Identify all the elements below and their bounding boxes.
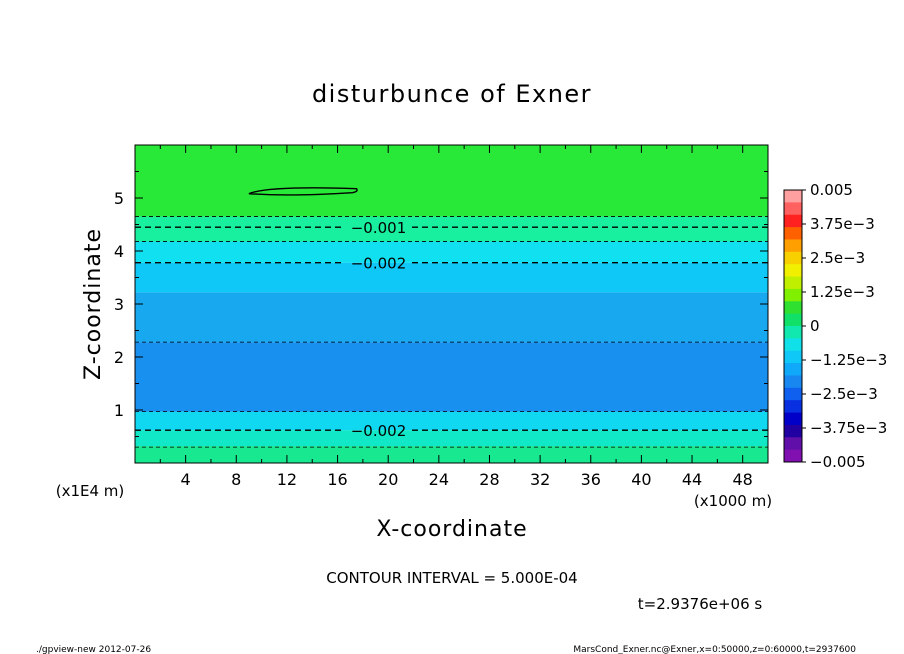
x-axis-title: X-coordinate (376, 517, 527, 542)
colorbar-segment (784, 313, 802, 327)
y-tick-label: 5 (114, 189, 124, 208)
contour-band (135, 446, 768, 463)
x-tick-label: 48 (733, 470, 753, 489)
colorbar-label: −2.5e−3 (810, 385, 878, 403)
footer-left-label: ./gpview-new 2012-07-26 (36, 645, 151, 654)
colorbar-label: 2.5e−3 (810, 249, 865, 267)
x-axis: 4 8 12 16 20 24 28 32 36 40 44 48 (159, 145, 753, 489)
contour-band (135, 216, 768, 242)
x-tick-label: 28 (479, 470, 499, 489)
colorbar-label: −3.75e−3 (810, 419, 887, 437)
colorbar-segment (784, 202, 802, 216)
x-tick-label: 8 (231, 470, 241, 489)
colorbar-segment (784, 251, 802, 265)
contour-band (135, 342, 768, 412)
colorbar-segment (784, 276, 802, 290)
colorbar-segment (784, 190, 802, 203)
closed-contour (248, 187, 358, 196)
time-label: t=2.9376e+06 s (638, 595, 763, 613)
y-tick-label: 2 (114, 348, 124, 367)
x-tick-label: 4 (181, 470, 191, 489)
colorbar-segment (784, 264, 802, 277)
contour-interval-label: CONTOUR INTERVAL = 5.000E-04 (326, 569, 577, 587)
colorbar-segment (784, 412, 802, 426)
colorbar-label: −1.25e−3 (810, 351, 887, 369)
colorbar-segment (784, 338, 802, 352)
colorbar: 0.005 3.75e−3 2.5e−3 1.25e−3 0 −1.25e−3 −2.5e−… (783, 181, 887, 471)
colorbar-segment (784, 424, 802, 438)
contour-band (135, 145, 768, 217)
x-tick-label: 24 (429, 470, 449, 489)
contour-band (135, 262, 768, 293)
x-tick-label: 40 (631, 470, 651, 489)
colorbar-label: 3.75e−3 (810, 215, 875, 233)
colorbar-segment (784, 326, 802, 339)
colorbar-segment (784, 301, 802, 315)
x-tick-label: 12 (277, 470, 297, 489)
contour-label: −0.002 (351, 422, 407, 440)
colorbar-segment (784, 288, 802, 302)
colorbar-segment (784, 239, 802, 253)
contour-band (135, 411, 768, 431)
contour-label: −0.002 (351, 255, 407, 273)
chart-title: disturbunce of Exner (312, 80, 592, 108)
colorbar-segment (784, 387, 802, 401)
colorbar-segment (784, 437, 802, 451)
colorbar-label: 0.005 (810, 181, 853, 199)
contour-label: −0.001 (351, 219, 407, 237)
colorbar-label: 1.25e−3 (810, 283, 875, 301)
y-axis: 1 2 3 4 5 (114, 171, 768, 437)
y-unit-label: (x1E4 m) (56, 482, 125, 500)
plot-area (135, 145, 768, 463)
contour-band (135, 430, 768, 447)
y-tick-label: 1 (114, 401, 124, 420)
contour-lines: −0.002 −0.002 −0.001 (135, 187, 768, 448)
colorbar-segment (784, 363, 802, 376)
x-tick-label: 36 (581, 470, 601, 489)
y-axis-title: Z-coordinate (81, 228, 106, 380)
contour-band (135, 292, 768, 343)
contour-band (135, 241, 768, 263)
colorbar-segment (784, 375, 802, 389)
colorbar-segment (784, 400, 802, 413)
y-tick-label: 3 (114, 295, 124, 314)
y-tick-label: 4 (114, 242, 124, 261)
x-unit-label: (x1000 m) (694, 492, 772, 510)
colorbar-segment (784, 227, 802, 240)
x-tick-label: 44 (682, 470, 702, 489)
x-tick-label: 16 (327, 470, 347, 489)
footer-right-label: MarsCond_Exner.nc@Exner,x=0:50000,z=0:60… (573, 645, 856, 654)
colorbar-segment (784, 214, 802, 228)
x-tick-label: 20 (378, 470, 398, 489)
colorbar-segment (784, 350, 802, 364)
x-tick-label: 32 (530, 470, 550, 489)
colorbar-label: 0 (810, 317, 820, 335)
colorbar-label: −0.005 (810, 453, 866, 471)
colorbar-segment (784, 449, 802, 463)
